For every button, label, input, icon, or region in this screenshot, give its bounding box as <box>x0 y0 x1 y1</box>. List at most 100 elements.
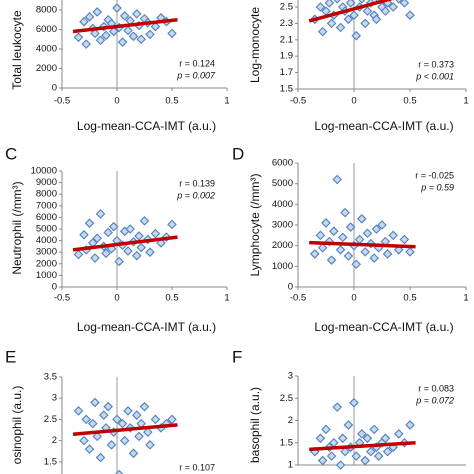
y-tick-label: 4000 <box>36 235 57 246</box>
data-point <box>338 232 348 243</box>
stat-p: p = 0.007 <box>176 70 216 80</box>
data-point <box>167 414 177 425</box>
regression-line <box>72 18 178 34</box>
data-point <box>92 7 102 17</box>
y-tick-label: 0 <box>288 282 293 293</box>
y-tick-label: 2.1 <box>280 34 293 45</box>
data-point <box>399 234 410 245</box>
y-tick-label: 1 <box>288 460 293 471</box>
data-point <box>405 247 415 257</box>
data-point <box>351 30 362 41</box>
data-point <box>335 22 346 33</box>
data-point <box>333 0 341 4</box>
y-tick-label: 1.5 <box>280 84 293 95</box>
data-point <box>354 234 365 245</box>
data-point <box>380 6 391 16</box>
x-tick-label: 0 <box>114 293 119 304</box>
y-tick-label: 2.5 <box>280 393 293 404</box>
y-axis-title: osinophil (a.u.) <box>10 386 24 465</box>
data-point <box>373 451 384 461</box>
data-point <box>360 455 370 466</box>
y-tick-label: 0 <box>52 282 57 293</box>
data-point <box>167 28 177 39</box>
data-point <box>335 460 346 470</box>
x-tick-label: 0.5 <box>403 96 416 107</box>
data-point <box>84 12 95 22</box>
x-tick-label: -0.5 <box>54 293 70 304</box>
data-point <box>132 9 142 19</box>
stat-r: r = -0.025 <box>415 170 454 180</box>
data-point <box>332 402 342 412</box>
y-tick-label: 1000 <box>36 270 57 281</box>
x-tick-label: -0.5 <box>54 96 70 107</box>
y-tick-label: 1.5 <box>44 456 57 467</box>
data-point <box>150 21 161 32</box>
stat-r: r = 0.139 <box>179 178 215 188</box>
data-point <box>73 32 84 43</box>
data-point <box>114 469 124 474</box>
data-point <box>84 444 95 454</box>
data-point <box>95 452 106 463</box>
y-tick-label: 6000 <box>36 24 57 35</box>
data-point <box>136 242 146 253</box>
regression-line <box>72 423 178 436</box>
data-point <box>362 6 373 16</box>
data-point <box>119 11 130 21</box>
stat-p: p = 0.002 <box>176 190 215 200</box>
data-point <box>343 420 354 430</box>
x-axis-title: Log-mean-CCA-IMT (a.u.) <box>77 320 216 334</box>
regression-line <box>72 235 178 252</box>
data-point <box>167 219 177 230</box>
data-point <box>360 247 370 257</box>
data-point <box>123 25 133 36</box>
y-tick-label: 3.5 <box>44 372 57 383</box>
data-point <box>321 218 331 228</box>
data-point <box>90 397 100 408</box>
y-tick-label: 8000 <box>36 189 57 200</box>
y-tick-label: 4000 <box>272 199 293 210</box>
data-point <box>112 414 122 425</box>
data-point <box>362 228 373 239</box>
stat-r: r = 0.124 <box>179 58 215 68</box>
data-point <box>321 424 331 435</box>
data-point <box>338 433 348 444</box>
stat-r: r = 0.373 <box>418 59 454 69</box>
y-tick-label: 3000 <box>36 247 57 258</box>
x-tick-label: 1 <box>463 293 468 304</box>
data-point <box>371 14 382 25</box>
data-point <box>343 14 354 25</box>
x-tick-label: 0 <box>114 96 119 107</box>
data-point <box>95 35 106 46</box>
y-tick-label: 5000 <box>36 224 57 235</box>
x-axis-title: Log-mean-CCA-IMT (a.u.) <box>77 119 216 133</box>
data-point <box>132 410 142 420</box>
data-point <box>90 28 100 39</box>
panel-letter: D <box>232 144 244 163</box>
data-point <box>117 418 128 429</box>
data-point <box>399 0 410 8</box>
x-tick-label: 1 <box>224 96 229 107</box>
data-point <box>112 3 122 13</box>
data-point <box>73 249 84 260</box>
y-tick-label: 2 <box>288 415 293 426</box>
data-point <box>351 259 362 270</box>
data-point <box>101 248 111 259</box>
panel: 0 2000 4000 6000 8000 -0.5 0 0.5 1 Log-mean-CCA-I… <box>10 0 230 133</box>
y-axis-title: Lymphocyte (/mm³) <box>248 174 262 277</box>
y-tick-label: 6000 <box>272 158 293 169</box>
data-point <box>81 414 91 425</box>
x-tick-label: -0.5 <box>290 293 306 304</box>
data-point <box>88 418 98 429</box>
data-point <box>369 253 379 263</box>
y-tick-label: 2.3 <box>280 18 293 29</box>
data-point <box>92 431 102 442</box>
data-point <box>310 249 320 259</box>
data-point <box>358 0 366 4</box>
data-point <box>79 435 89 446</box>
data-point <box>382 446 393 457</box>
y-axis-title: basophil (a.u.) <box>248 387 262 463</box>
data-point <box>101 30 111 41</box>
x-tick-label: 1 <box>463 96 468 107</box>
regression-line <box>309 240 416 249</box>
